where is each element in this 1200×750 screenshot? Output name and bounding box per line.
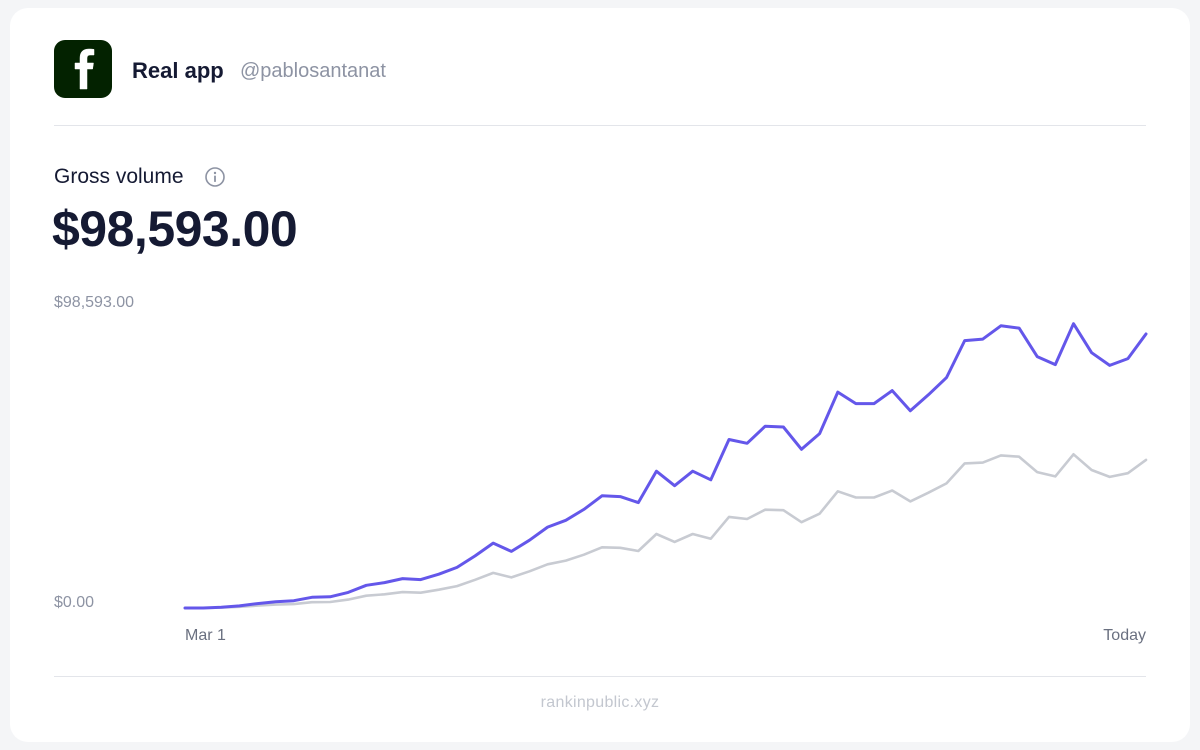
- series-line-previous: [183, 453, 1148, 610]
- x-axis-start-label: Mar 1: [185, 627, 226, 644]
- metric-value: $98,593.00: [52, 201, 298, 257]
- gross-volume-chart: $98,593.00 $0.00 Mar 1 Today: [54, 294, 1148, 644]
- metric-label: Gross volume: [54, 165, 184, 188]
- app-handle[interactable]: @pablosantanat: [240, 60, 386, 82]
- stats-card: Real app @pablosantanat Gross volume $98…: [10, 8, 1190, 742]
- series-line-current: [183, 322, 1148, 610]
- y-axis-max-label: $98,593.00: [54, 294, 134, 311]
- footer-divider: [54, 676, 1146, 677]
- header-divider: [54, 125, 1146, 126]
- x-axis-end-label: Today: [1103, 627, 1146, 644]
- app-icon[interactable]: [54, 40, 112, 98]
- y-axis-min-label: $0.00: [54, 594, 94, 611]
- facebook-f-icon: [74, 48, 95, 90]
- info-icon[interactable]: [204, 166, 226, 188]
- app-name: Real app: [132, 58, 224, 83]
- footer-link[interactable]: rankinpublic.xyz: [540, 694, 660, 711]
